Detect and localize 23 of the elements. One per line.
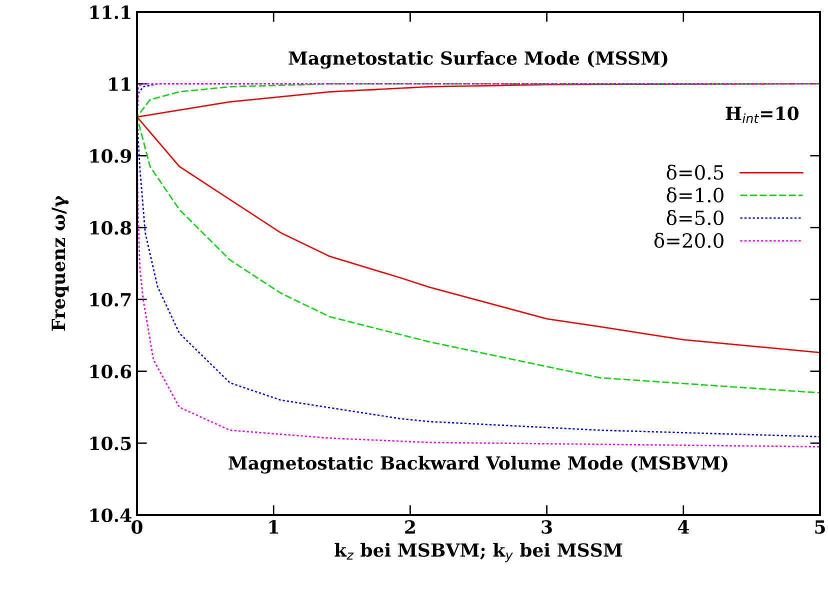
annotation: Magnetostatic Backward Volume Mode (MSBVM) <box>228 456 728 474</box>
y-tick-label: 10.5 <box>90 436 131 450</box>
x-tick-label: 2 <box>405 520 415 534</box>
y-tick-label: 10.6 <box>90 364 132 378</box>
legend-label: δ=20.0 <box>654 232 724 248</box>
y-tick-label: 10.9 <box>90 149 132 163</box>
y-tick-label: 10.7 <box>90 292 131 307</box>
x-tick-label: 3 <box>542 520 552 534</box>
x-tick-label: 0 <box>132 520 142 534</box>
annotation: H$_{int}$=10 <box>726 106 799 123</box>
x-tick-label: 1 <box>270 520 278 534</box>
x-axis-title: k$_{z}$ bei MSBVM; k$_{y}$ bei MSSM <box>334 542 622 562</box>
x-tick-label: 5 <box>815 520 825 534</box>
annotation: Magnetostatic Surface Mode (MSSM) <box>288 50 668 69</box>
y-tick-label: 10.4 <box>90 508 132 522</box>
y-tick-label: 11.1 <box>90 5 130 20</box>
legend-label: δ=0.5 <box>666 164 724 180</box>
y-tick-label: 10.8 <box>90 221 132 235</box>
y-tick-label: 11 <box>109 77 130 91</box>
legend-label: δ=5.0 <box>666 210 724 226</box>
legend-label: δ=1.0 <box>666 187 724 202</box>
x-tick-label: 4 <box>678 520 689 534</box>
y-axis-title: Frequenz ω/γ <box>52 196 69 331</box>
